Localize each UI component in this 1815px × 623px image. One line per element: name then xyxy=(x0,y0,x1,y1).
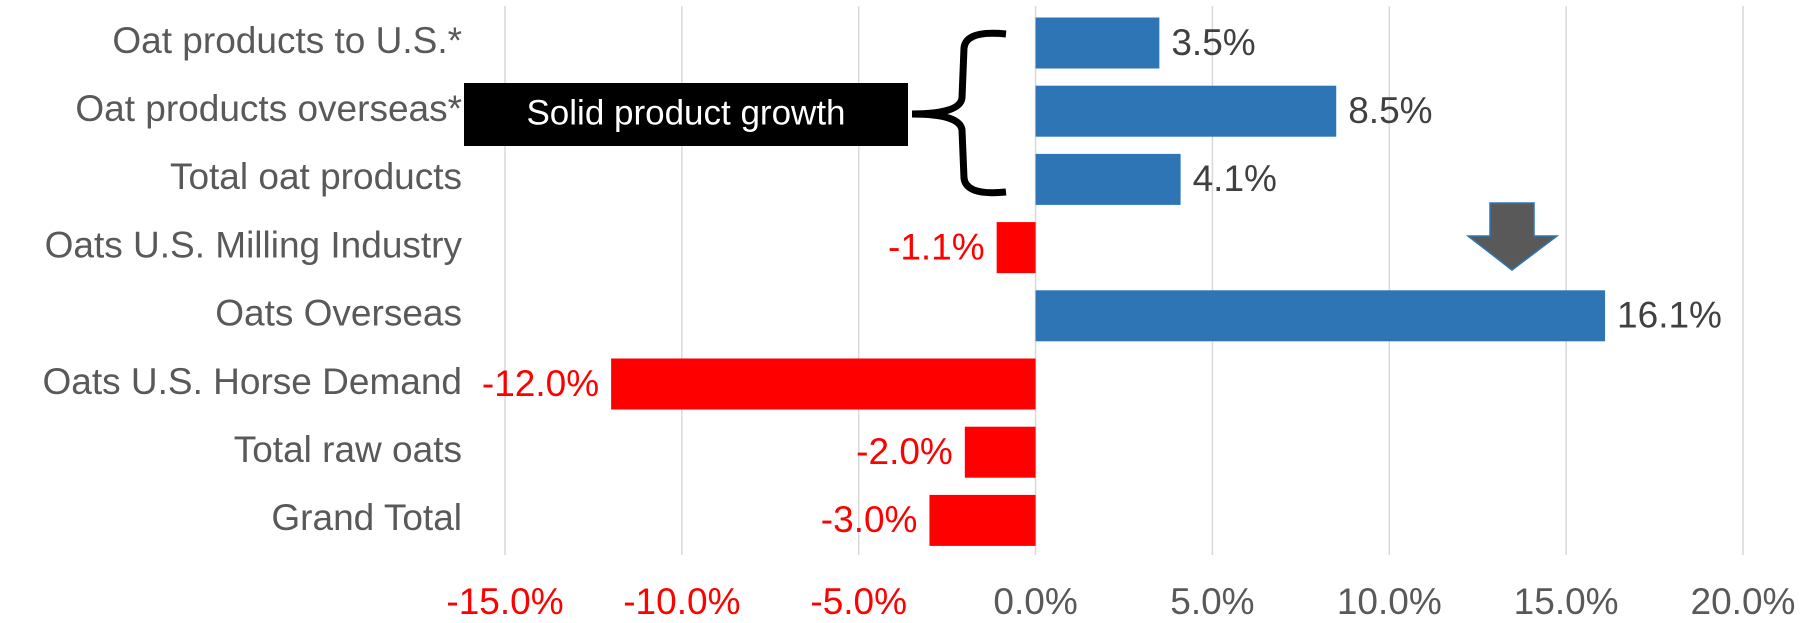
arrow xyxy=(1465,202,1560,271)
value-label: 4.1% xyxy=(1193,158,1277,199)
bar xyxy=(1035,290,1606,342)
value-label: 8.5% xyxy=(1348,90,1432,131)
x-tick-label: -5.0% xyxy=(810,581,907,622)
bar xyxy=(1035,85,1337,137)
value-label: -12.0% xyxy=(482,363,599,404)
value-label: -3.0% xyxy=(821,499,918,540)
y-tick-label: Oats Overseas xyxy=(215,293,462,334)
value-label: -1.1% xyxy=(888,226,985,267)
y-tick-label: Oats U.S. Horse Demand xyxy=(43,361,462,402)
value-label: 3.5% xyxy=(1171,22,1255,63)
y-tick-label: Oat products to U.S.* xyxy=(112,20,462,61)
y-tick-label: Grand Total xyxy=(271,497,462,538)
bar xyxy=(929,494,1036,546)
x-tick-label: -10.0% xyxy=(623,581,740,622)
y-tick-label: Oat products overseas* xyxy=(75,88,462,129)
x-tick-label: 15.0% xyxy=(1514,581,1619,622)
value-label: 16.1% xyxy=(1617,295,1722,336)
value-label: -2.0% xyxy=(856,431,953,472)
bar xyxy=(611,358,1036,410)
brace xyxy=(911,29,1007,197)
x-tick-label: -15.0% xyxy=(446,581,563,622)
x-tick-label: 10.0% xyxy=(1337,581,1442,622)
y-tick-label: Total raw oats xyxy=(234,429,462,470)
y-tick-label: Oats U.S. Milling Industry xyxy=(45,224,463,265)
x-tick-label: 5.0% xyxy=(1170,581,1254,622)
bar xyxy=(964,426,1036,478)
bar xyxy=(996,222,1036,274)
x-tick-label: 0.0% xyxy=(993,581,1077,622)
y-tick-label: Total oat products xyxy=(170,156,462,197)
annotation-box xyxy=(464,83,908,146)
bar xyxy=(1035,17,1160,69)
bar xyxy=(1035,153,1181,205)
x-tick-label: 20.0% xyxy=(1691,581,1796,622)
annotation: Solid product growth xyxy=(526,93,845,132)
